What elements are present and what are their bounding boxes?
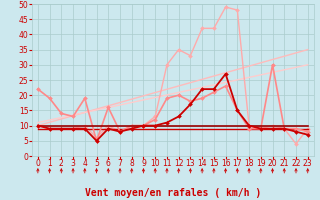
X-axis label: Vent moyen/en rafales ( km/h ): Vent moyen/en rafales ( km/h ) <box>85 188 261 198</box>
